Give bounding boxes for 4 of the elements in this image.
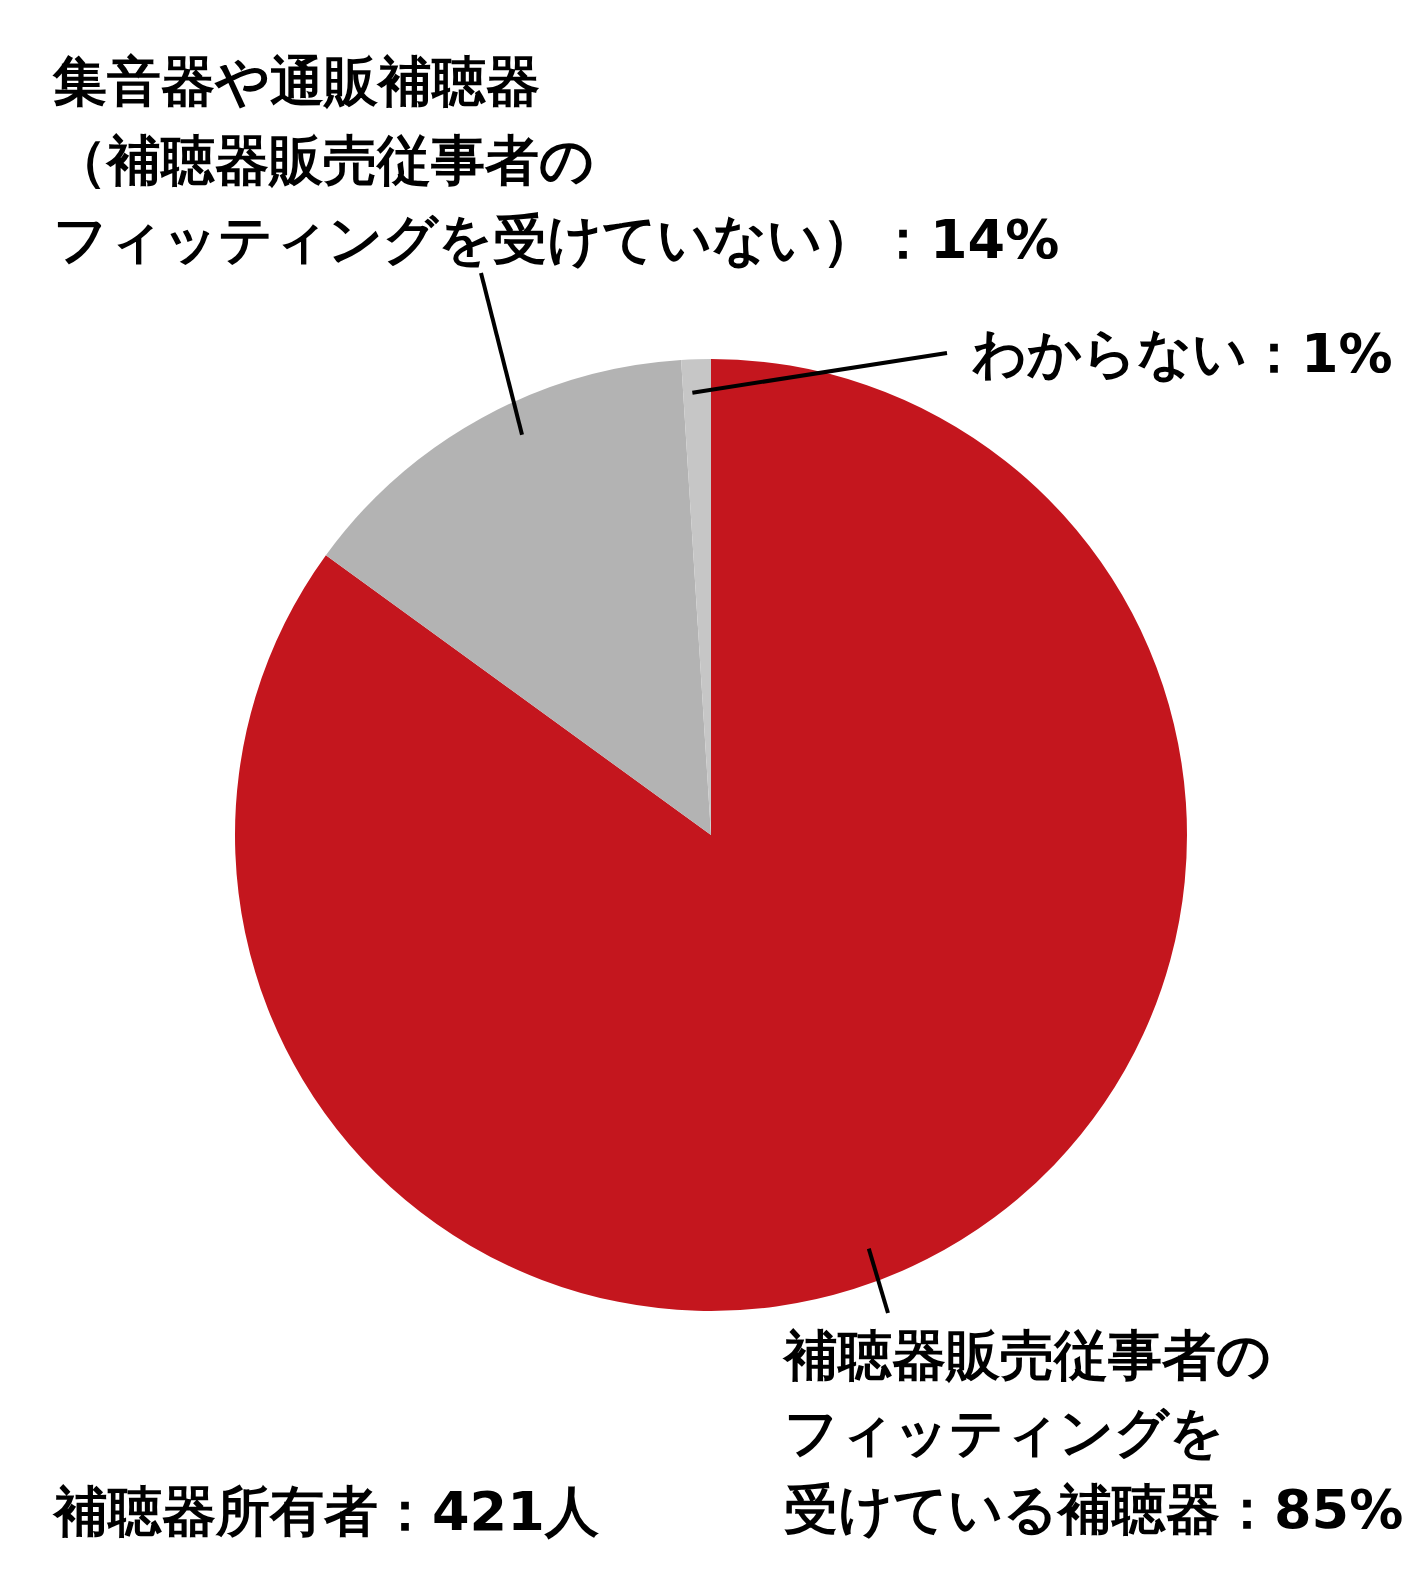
slice-label: 補聴器販売従事者のフィッティングを受けている補聴器：85%	[784, 1323, 1404, 1543]
slice-label: わからない：1%	[972, 321, 1393, 387]
slice-label: 集音器や通販補聴器（補聴器販売従事者のフィッティングを受けていない）：14%	[53, 49, 1060, 273]
text: 補聴器所有者：421人	[54, 1479, 599, 1545]
